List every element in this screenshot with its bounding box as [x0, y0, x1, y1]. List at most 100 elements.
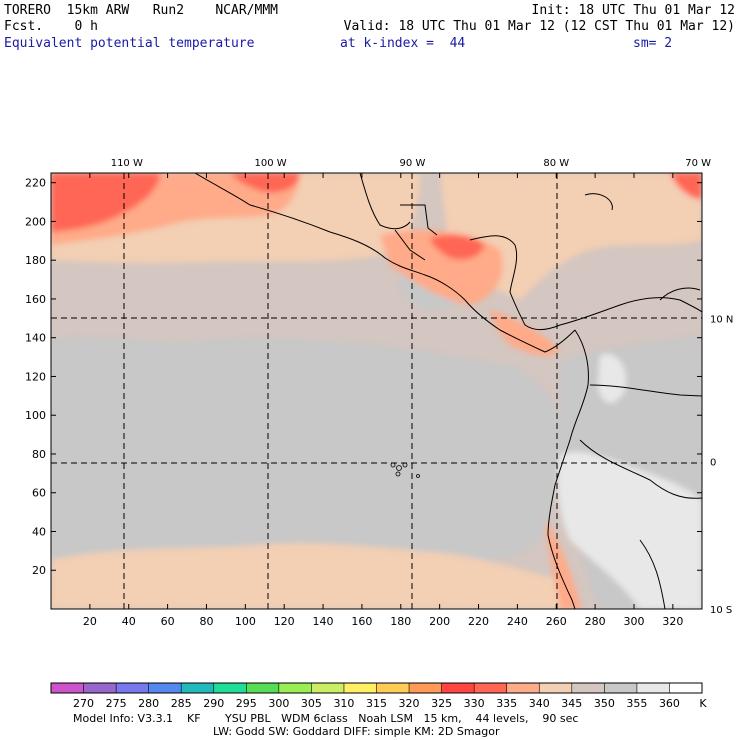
colorbar-swatch [604, 683, 638, 693]
model-info-line1: Model Info: V3.3.1 KF YSU PBL WDM 6class… [73, 712, 579, 725]
x-tick-label: 300 [623, 615, 644, 628]
colorbar-swatch [474, 683, 508, 693]
colorbar-swatch [669, 683, 703, 693]
latitude-labels: 10 N 0 10 S [710, 314, 733, 616]
border-bolivia [639, 539, 666, 609]
colorbar-label: 355 [626, 697, 647, 710]
colorbar-label: 345 [561, 697, 582, 710]
x-tick-label: 200 [429, 615, 450, 628]
colorbar-swatch [278, 683, 312, 693]
y-tick-label: 180 [25, 254, 46, 267]
colorbar-swatch [181, 683, 215, 693]
latitude-label: 0 [710, 458, 716, 469]
colorbar-swatch [116, 683, 150, 693]
colorbar: 270 275 280 285 290 295 300 305 310 315 320 325 330 3… [50, 682, 707, 710]
colorbar-label: 270 [73, 697, 94, 710]
field-region-red-northwest [51, 173, 160, 232]
y-tick-label: 40 [32, 525, 46, 538]
coast-venezuela-gulf [659, 287, 701, 301]
colorbar-label: 340 [529, 697, 550, 710]
x-axis: 20 40 60 80 100 120 140 160 180 200 220 240 260 280 30… [83, 173, 683, 628]
border-guatemala [394, 229, 426, 261]
coast-yucatan [359, 173, 411, 230]
plot-frame [50, 172, 703, 610]
init-time: Init: 18 UTC Thu 01 Mar 12 [531, 3, 736, 18]
y-tick-label: 20 [32, 564, 46, 577]
field-region-peach-south [51, 543, 560, 609]
y-axis: 20 40 60 80 100 120 140 160 180 200 220 [25, 177, 702, 577]
x-tick-label: 160 [351, 615, 372, 628]
field-region-peach-northeast [440, 173, 702, 300]
x-tick-label: 260 [546, 615, 567, 628]
x-tick-label: 220 [468, 615, 489, 628]
colorbar-swatch [376, 683, 410, 693]
x-tick-label: 60 [161, 615, 175, 628]
colorbar-swatch [311, 683, 345, 693]
x-tick-label: 120 [274, 615, 295, 628]
x-tick-label: 100 [235, 615, 256, 628]
colorbar-label: 295 [236, 697, 257, 710]
y-tick-label: 140 [25, 332, 46, 345]
colorbar-label: 305 [301, 697, 322, 710]
x-tick-label: 40 [122, 615, 136, 628]
colorbar-label: 335 [496, 697, 517, 710]
longitude-label: 80 W [543, 158, 569, 169]
y-tick-label: 200 [25, 215, 46, 228]
coast-caribbean-shore [469, 235, 561, 330]
colorbar-swatch [571, 683, 605, 693]
colorbar-label: 325 [431, 697, 452, 710]
colorbar-swatch [148, 683, 182, 693]
colorbar-swatch [636, 683, 670, 693]
longitude-label: 90 W [400, 158, 426, 169]
x-tick-label: 20 [83, 615, 97, 628]
x-tick-label: 80 [199, 615, 213, 628]
field-shading [51, 173, 702, 609]
colorbar-label: 280 [138, 697, 159, 710]
forecast-hour: Fcst. 0 h [4, 19, 98, 34]
longitude-label: 110 W [111, 158, 143, 169]
colorbar-label: 320 [399, 697, 420, 710]
colorbar-unit: K [699, 697, 707, 710]
border-brazil-colombia [589, 384, 702, 397]
colorbar-swatch [409, 683, 443, 693]
colorbar-swatch [539, 683, 573, 693]
field-region-light-highland [598, 354, 626, 403]
colorbar-label: 275 [106, 697, 127, 710]
latitude-label: 10 S [710, 605, 732, 616]
coast-caribbean-islands [584, 193, 613, 211]
field-region-red-central [430, 234, 485, 260]
x-tick-label: 180 [390, 615, 411, 628]
colorbar-swatch [246, 683, 280, 693]
colorbar-swatch [506, 683, 540, 693]
y-tick-label: 100 [25, 409, 46, 422]
x-tick-label: 320 [662, 615, 683, 628]
colorbar-label: 310 [333, 697, 354, 710]
colorbar-label: 330 [464, 697, 485, 710]
valid-time: Valid: 18 UTC Thu 01 Mar 12 (12 CST Thu … [343, 19, 735, 34]
colorbar-label: 290 [203, 697, 224, 710]
coast-peru [547, 484, 576, 609]
colorbar-swatch [213, 683, 247, 693]
colorbar-swatch [343, 683, 377, 693]
y-tick-label: 80 [32, 448, 46, 461]
colorbar-swatch [83, 683, 117, 693]
field-region-salmon-andes [545, 520, 582, 609]
longitude-label: 70 W [685, 158, 711, 169]
field-region-red-north [230, 173, 300, 193]
longitude-labels: 110 W 100 W 90 W 80 W 70 W [111, 158, 711, 169]
field-title: Equivalent potential temperature [4, 36, 255, 51]
smoothing-label: sm= 2 [633, 36, 673, 51]
x-tick-label: 140 [313, 615, 334, 628]
y-tick-label: 160 [25, 293, 46, 306]
coastlines [194, 173, 702, 609]
colorbar-label: 315 [366, 697, 387, 710]
level-label: at k-index = 44 [340, 36, 466, 51]
x-tick-label: 240 [507, 615, 528, 628]
y-tick-label: 60 [32, 487, 46, 500]
model-title: TORERO 15km ARW Run2 NCAR/MMM [4, 3, 278, 18]
field-region-red-caribbean [670, 173, 702, 200]
lat-lon-grid [51, 173, 702, 609]
y-tick-label: 120 [25, 370, 46, 383]
latitude-label: 10 N [710, 314, 733, 325]
